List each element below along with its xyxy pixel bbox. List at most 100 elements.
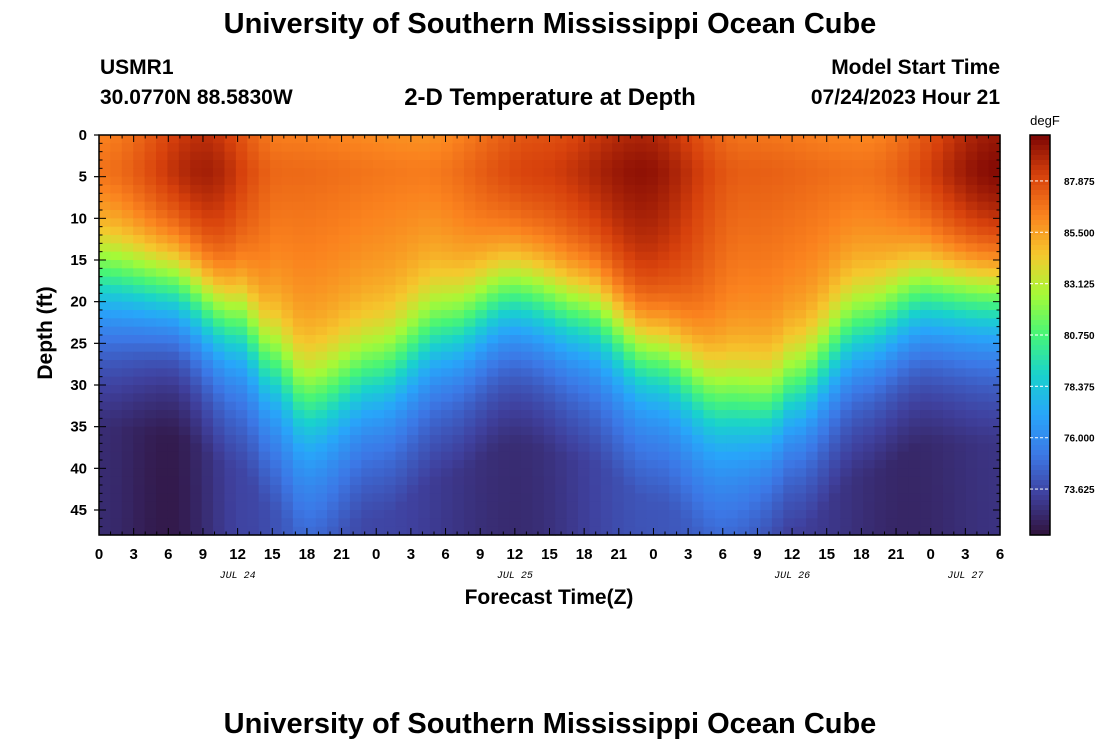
heatmap-cell bbox=[304, 326, 317, 336]
heatmap-cell bbox=[406, 168, 419, 178]
heatmap-cell bbox=[692, 218, 705, 228]
heatmap-cell bbox=[885, 151, 898, 161]
heatmap-cell bbox=[657, 468, 670, 478]
heatmap-cell bbox=[840, 360, 853, 369]
heatmap-cell bbox=[749, 276, 762, 286]
heatmap-cell bbox=[692, 276, 705, 286]
heatmap-cell bbox=[463, 426, 476, 436]
heatmap-cell bbox=[292, 443, 305, 453]
heatmap-cell bbox=[920, 276, 933, 286]
heatmap-cell bbox=[270, 260, 283, 269]
heatmap-cell bbox=[623, 418, 636, 428]
heatmap-cell bbox=[429, 176, 442, 186]
heatmap-cell bbox=[270, 318, 283, 328]
heatmap-cell bbox=[509, 168, 522, 178]
heatmap-cell bbox=[441, 168, 454, 178]
heatmap-cell bbox=[760, 268, 773, 278]
heatmap-cell bbox=[828, 485, 841, 494]
heatmap-cell bbox=[737, 426, 750, 436]
heatmap-cell bbox=[954, 451, 967, 461]
heatmap-cell bbox=[863, 485, 876, 494]
heatmap-cell bbox=[395, 268, 408, 278]
heatmap-cell bbox=[965, 485, 978, 494]
heatmap-cell bbox=[372, 501, 385, 511]
heatmap-cell bbox=[247, 343, 260, 353]
heatmap-cell bbox=[270, 476, 283, 486]
heatmap-cell bbox=[692, 293, 705, 303]
heatmap-cell bbox=[520, 185, 533, 194]
heatmap-cell bbox=[509, 135, 522, 144]
heatmap-cell bbox=[167, 401, 180, 411]
heatmap-cell bbox=[783, 443, 796, 453]
heatmap-cell bbox=[749, 301, 762, 311]
heatmap-cell bbox=[897, 335, 910, 344]
heatmap-cell bbox=[167, 276, 180, 286]
heatmap-cell bbox=[794, 260, 807, 269]
heatmap-cell bbox=[851, 343, 864, 353]
heatmap-cell bbox=[486, 493, 499, 503]
heatmap-cell bbox=[942, 368, 955, 378]
heatmap-cell bbox=[532, 376, 545, 386]
heatmap-cell bbox=[235, 376, 248, 386]
heatmap-cell bbox=[372, 243, 385, 253]
heatmap-cell bbox=[977, 410, 990, 419]
heatmap-cell bbox=[543, 510, 556, 519]
heatmap-cell bbox=[657, 510, 670, 519]
heatmap-cell bbox=[863, 343, 876, 353]
heatmap-cell bbox=[292, 385, 305, 394]
heatmap-cell bbox=[532, 176, 545, 186]
heatmap-cell bbox=[828, 276, 841, 286]
heatmap-cell bbox=[213, 151, 226, 161]
heatmap-cell bbox=[680, 268, 693, 278]
heatmap-cell bbox=[817, 443, 830, 453]
heatmap-cell bbox=[338, 226, 351, 236]
heatmap-cell bbox=[213, 485, 226, 494]
heatmap-cell bbox=[646, 201, 659, 211]
heatmap-cell bbox=[247, 385, 260, 394]
heatmap-cell bbox=[635, 426, 648, 436]
heatmap-cell bbox=[292, 368, 305, 378]
heatmap-cell bbox=[965, 135, 978, 144]
heatmap-cell bbox=[589, 510, 602, 519]
heatmap-cell bbox=[372, 285, 385, 294]
heatmap-cell bbox=[110, 310, 123, 319]
heatmap-cell bbox=[566, 476, 579, 486]
heatmap-cell bbox=[920, 485, 933, 494]
heatmap-cell bbox=[452, 510, 465, 519]
heatmap-cell bbox=[657, 410, 670, 419]
heatmap-cell bbox=[167, 385, 180, 394]
heatmap-cell bbox=[669, 526, 682, 536]
heatmap-cell bbox=[794, 435, 807, 444]
heatmap-cell bbox=[646, 335, 659, 344]
heatmap-cell bbox=[201, 351, 214, 361]
heatmap-cell bbox=[657, 376, 670, 386]
heatmap-cell bbox=[384, 168, 397, 178]
heatmap-cell bbox=[452, 168, 465, 178]
heatmap-cell bbox=[452, 376, 465, 386]
heatmap-cell bbox=[156, 526, 169, 536]
heatmap-cell bbox=[874, 343, 887, 353]
heatmap-cell bbox=[247, 360, 260, 369]
heatmap-cell bbox=[133, 268, 146, 278]
heatmap-cell bbox=[771, 360, 784, 369]
heatmap-cell bbox=[349, 201, 362, 211]
heatmap-cell bbox=[726, 151, 739, 161]
heatmap-cell bbox=[133, 301, 146, 311]
heatmap-cell bbox=[692, 410, 705, 419]
heatmap-cell bbox=[372, 385, 385, 394]
heatmap-cell bbox=[920, 368, 933, 378]
heatmap-cell bbox=[920, 443, 933, 453]
heatmap-cell bbox=[920, 143, 933, 153]
heatmap-cell bbox=[178, 251, 191, 261]
heatmap-cell bbox=[349, 168, 362, 178]
heatmap-cell bbox=[669, 393, 682, 403]
heatmap-cell bbox=[463, 376, 476, 386]
heatmap-cell bbox=[452, 210, 465, 219]
heatmap-cell bbox=[954, 151, 967, 161]
heatmap-cell bbox=[156, 368, 169, 378]
heatmap-cell bbox=[703, 426, 716, 436]
heatmap-cell bbox=[714, 243, 727, 253]
heatmap-cell bbox=[543, 151, 556, 161]
heatmap-cell bbox=[623, 518, 636, 528]
heatmap-cell bbox=[840, 485, 853, 494]
